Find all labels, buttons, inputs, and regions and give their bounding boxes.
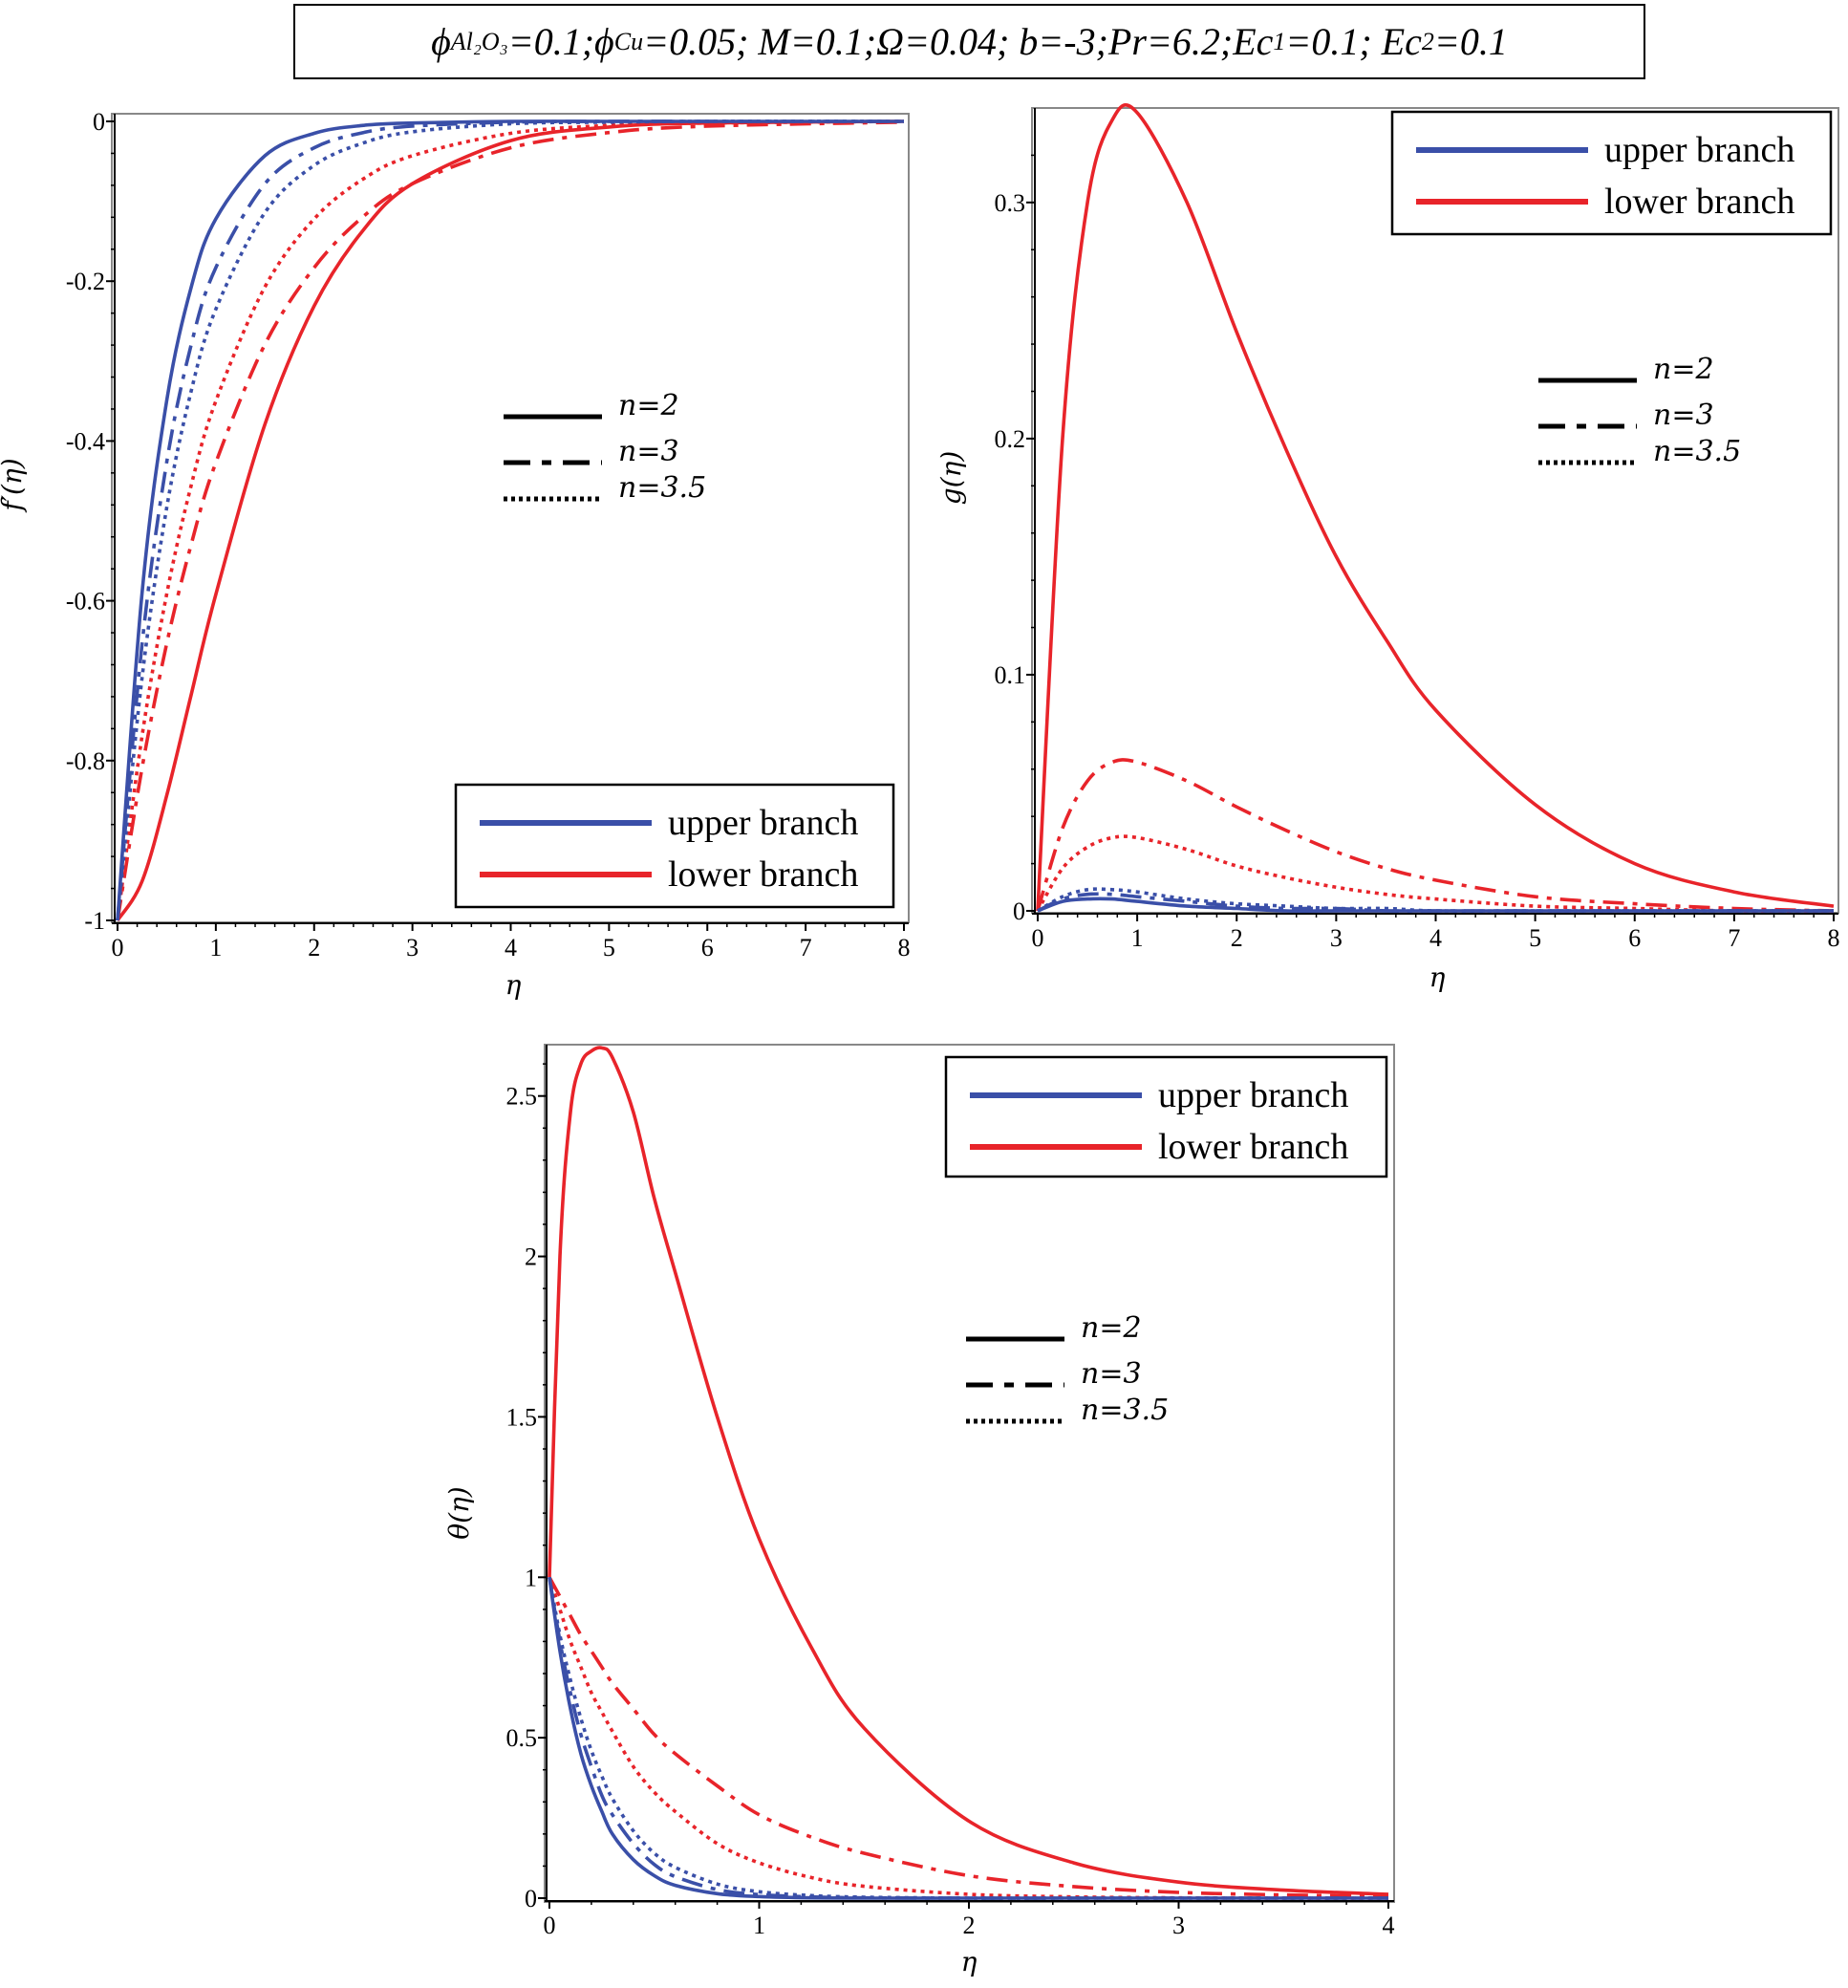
legend-label-lower: lower branch xyxy=(1604,182,1794,222)
plot-frame xyxy=(1031,107,1839,914)
linestyle-label: n=3.5 xyxy=(1081,1394,1169,1427)
y-tick-label: 2 xyxy=(525,1243,537,1271)
x-tick-label: 8 xyxy=(898,934,911,962)
x-tick-label: 1 xyxy=(209,934,222,962)
legend-box xyxy=(1390,110,1833,236)
x-tick-label: 1 xyxy=(753,1912,765,1939)
y-axis-label: f′(η) xyxy=(0,458,28,512)
linestyle-legend: n=2 n=3n=3.5 xyxy=(504,389,706,505)
series-upper-dashdot xyxy=(548,1577,1388,1900)
chart-3: 0 1 2 3 4 0 0.5 1 1.5 2 2.5 η θ(η) upper branch lower … xyxy=(443,1044,1395,1977)
x-tick-label: 2 xyxy=(1231,924,1243,952)
y-tick-label: -0.6 xyxy=(66,588,105,616)
parameter-title-box: ϕ Al₂O₃ =0.1;ϕ Cu =0.05; M=0.1;Ω=0.04; b=-3;… xyxy=(293,4,1645,79)
branch-legend: upper branch lower branch xyxy=(1390,110,1833,236)
title-subscript: 2 xyxy=(1421,27,1434,55)
linestyle-label: n=3 xyxy=(618,435,679,468)
x-tick-label: 3 xyxy=(1330,924,1343,952)
legend-label-lower: lower branch xyxy=(1158,1127,1348,1167)
x-tick-label: 2 xyxy=(963,1912,976,1939)
x-tick-label: 4 xyxy=(1429,924,1442,952)
linestyle-label: n=3 xyxy=(1081,1357,1142,1391)
x-tick-label: 5 xyxy=(1529,924,1541,952)
title-part: =0.1; Ec xyxy=(1285,20,1422,63)
series-upper-dot xyxy=(1037,887,1834,913)
title-part: =0.1 xyxy=(1433,20,1508,63)
x-tick-label: 1 xyxy=(1131,924,1144,952)
linestyle-label: n=3.5 xyxy=(618,471,706,505)
y-tick-label: -0.2 xyxy=(66,268,105,295)
y-axis-label: θ(η) xyxy=(443,1486,475,1539)
title-subscript: Cu xyxy=(613,27,644,55)
linestyle-legend: n=2 n=3n=3.5 xyxy=(966,1311,1169,1427)
series-lower-dot xyxy=(116,119,905,921)
x-tick-label: 6 xyxy=(1628,924,1641,952)
title-part: =0.1;ϕ xyxy=(507,20,614,63)
chart-1: 0 1 2 3 4 5 6 7 8 0 -0.2 -0.4 -0.6 -0.8 -1 η f′(η) upper … xyxy=(0,108,911,1001)
x-tick-label: 6 xyxy=(701,934,714,962)
title-part: ϕ xyxy=(431,20,451,63)
linestyle-legend: n=2 n=3n=3.5 xyxy=(1538,353,1741,468)
plot-frame xyxy=(544,1044,1395,1903)
x-axis-label: η xyxy=(505,969,522,1001)
y-tick-label: 0 xyxy=(525,1885,537,1912)
legend-label-upper: upper branch xyxy=(1604,130,1794,170)
title-subscript: 1 xyxy=(1273,27,1286,55)
y-tick-label: 0 xyxy=(1013,897,1025,925)
linestyle-label: n=2 xyxy=(618,389,679,422)
y-tick-label: 0.2 xyxy=(995,425,1026,453)
series-lower-solid xyxy=(1036,103,1835,912)
series-lower-dot xyxy=(548,1576,1389,1900)
title-part: =0.05; M=0.1;Ω=0.04; b=-3;Pr=6.2;Ec xyxy=(643,20,1274,63)
series-lower-dashdot xyxy=(548,1576,1389,1899)
x-tick-label: 3 xyxy=(1172,1912,1185,1939)
series-upper-dot xyxy=(548,1576,1388,1900)
linestyle-label: n=3.5 xyxy=(1653,435,1741,468)
x-axis-label: η xyxy=(1429,962,1446,993)
legend-box xyxy=(454,783,895,909)
y-tick-label: 2.5 xyxy=(506,1083,538,1111)
x-tick-label: 8 xyxy=(1828,924,1840,952)
y-tick-label: 0.5 xyxy=(506,1724,538,1752)
x-tick-label: 0 xyxy=(1032,924,1044,952)
x-tick-label: 2 xyxy=(308,934,320,962)
legend-box xyxy=(944,1055,1388,1178)
y-tick-label: -1 xyxy=(84,907,105,935)
x-tick-label: 5 xyxy=(603,934,615,962)
branch-legend: upper branch lower branch xyxy=(454,783,895,909)
linestyle-label: n=3 xyxy=(1653,399,1714,432)
y-tick-label: 1.5 xyxy=(506,1403,538,1431)
series-lower-dashdot xyxy=(116,120,905,921)
x-tick-label: 4 xyxy=(1383,1912,1395,1939)
legend-label-upper: upper branch xyxy=(668,803,858,843)
y-tick-label: 0.3 xyxy=(995,189,1026,217)
y-tick-label: 1 xyxy=(525,1564,537,1591)
x-tick-label: 4 xyxy=(505,934,517,962)
title-subscript: Al₂O₃ xyxy=(450,27,508,55)
linestyle-label: n=2 xyxy=(1653,353,1714,386)
x-tick-label: 0 xyxy=(544,1912,556,1939)
legend-label-lower: lower branch xyxy=(668,854,858,895)
series-upper-dashdot xyxy=(116,119,904,921)
x-tick-label: 3 xyxy=(406,934,419,962)
series-lower-dashdot xyxy=(1036,758,1835,913)
series-lower-dot xyxy=(1036,834,1835,913)
x-tick-label: 7 xyxy=(800,934,812,962)
x-tick-label: 0 xyxy=(112,934,124,962)
y-tick-label: 0 xyxy=(93,108,105,136)
y-tick-label: 0.1 xyxy=(995,661,1026,689)
branch-legend: upper branch lower branch xyxy=(944,1055,1388,1178)
chart-2: 0 1 2 3 4 5 6 7 8 0 0.1 0.2 0.3 η g(η) upper branch lowe… xyxy=(935,103,1840,993)
y-axis-label: g(η) xyxy=(935,451,967,506)
series-lower-solid xyxy=(548,1046,1389,1896)
x-tick-label: 7 xyxy=(1728,924,1740,952)
legend-label-upper: upper branch xyxy=(1158,1075,1348,1115)
linestyle-label: n=2 xyxy=(1081,1311,1142,1345)
x-axis-label: η xyxy=(961,1946,978,1977)
series-upper-dot xyxy=(116,119,905,921)
y-tick-label: -0.4 xyxy=(66,427,105,455)
y-tick-label: -0.8 xyxy=(66,747,105,775)
